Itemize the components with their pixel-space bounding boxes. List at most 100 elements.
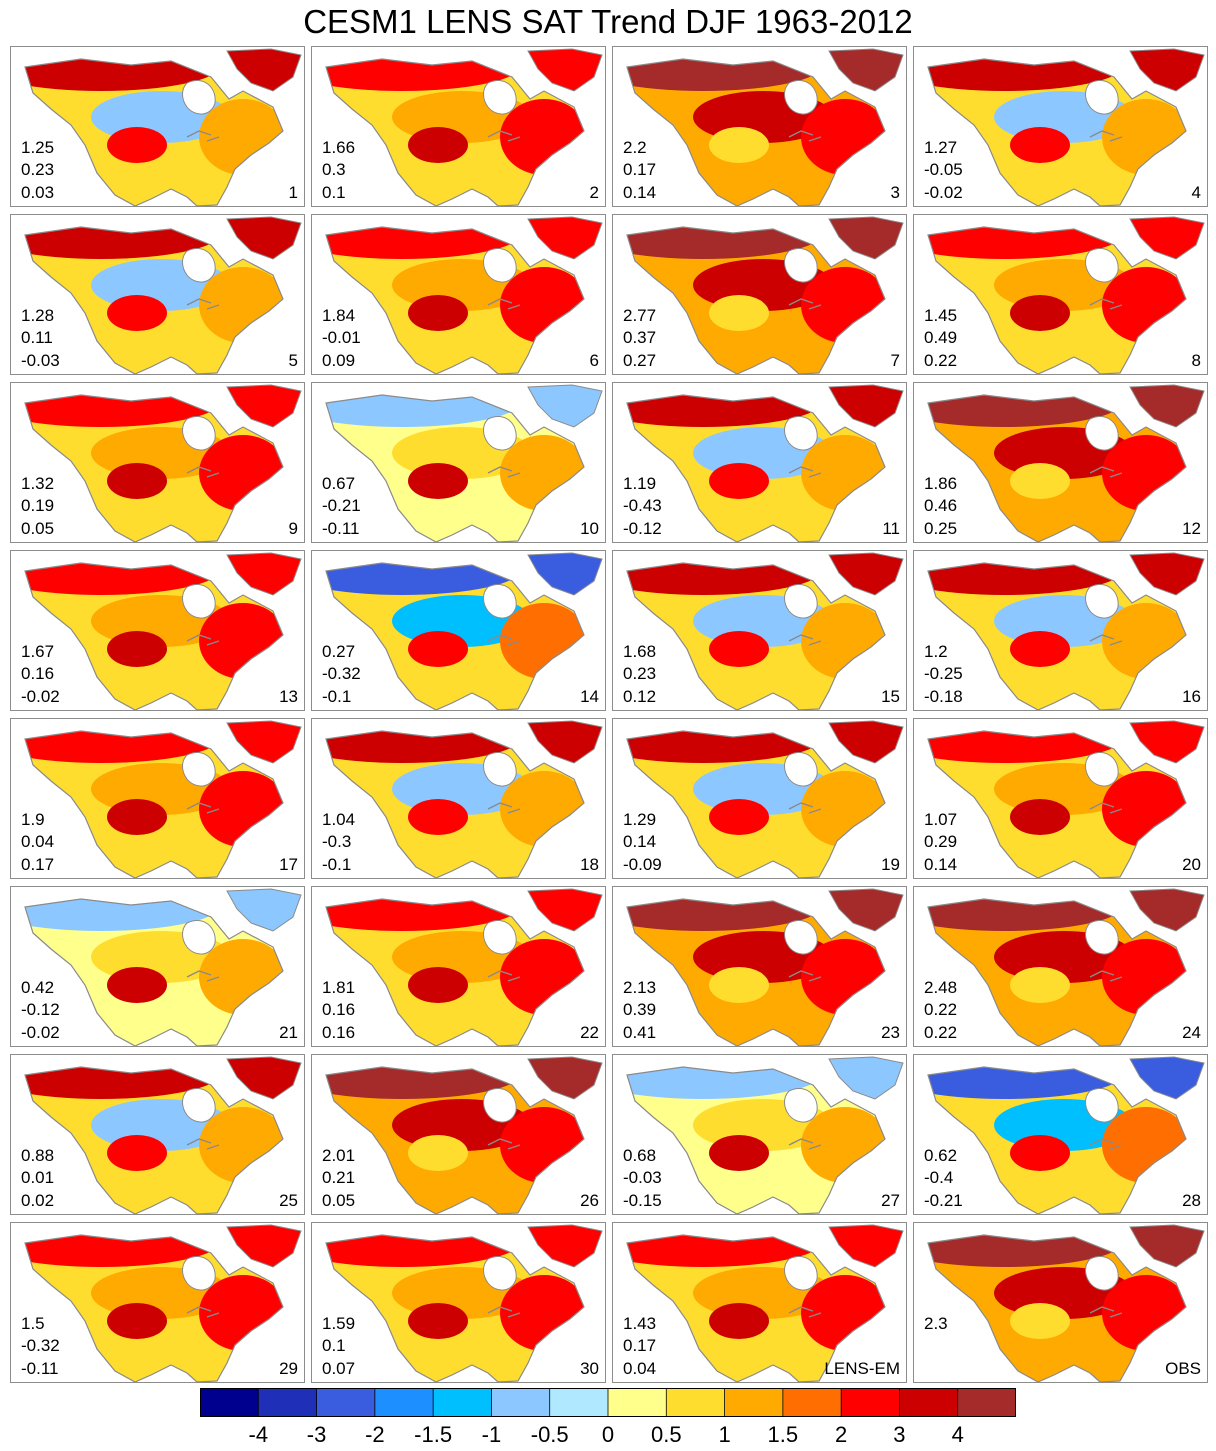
panel-label: 25 bbox=[279, 1190, 298, 1210]
colorbar bbox=[200, 1388, 1016, 1417]
trend-value: 1.81 bbox=[322, 977, 356, 997]
trend-value: 1.9 bbox=[21, 809, 45, 829]
trend-value: -0.3 bbox=[322, 832, 352, 851]
panel-label: 29 bbox=[279, 1358, 298, 1378]
trend-value: 2.48 bbox=[924, 977, 958, 997]
map-panel: 0.62 -0.4 -0.21 28 bbox=[913, 1054, 1208, 1215]
map-panel: 0.42 -0.12 -0.02 21 bbox=[10, 886, 305, 1047]
map-panel: 1.86 0.46 0.25 12 bbox=[913, 382, 1208, 543]
panel-label: 27 bbox=[881, 1190, 900, 1210]
map-panel: 0.27 -0.32 -0.1 14 bbox=[311, 550, 606, 711]
trend-value: 0.21 bbox=[322, 1168, 356, 1187]
trend-value: 0.01 bbox=[21, 1168, 55, 1187]
map-panel: 0.68 -0.03 -0.15 27 bbox=[612, 1054, 907, 1215]
trend-value: 0.23 bbox=[21, 160, 55, 179]
trend-value: -0.25 bbox=[924, 664, 963, 683]
chart-title: CESM1 LENS SAT Trend DJF 1963-2012 bbox=[303, 3, 913, 40]
trend-value: 1.84 bbox=[322, 305, 356, 325]
colorbar-swatch bbox=[841, 1388, 900, 1417]
colorbar-tick-label: 1.5 bbox=[767, 1422, 799, 1447]
trend-value: 0.11 bbox=[21, 328, 53, 347]
colorbar-swatch bbox=[724, 1388, 784, 1417]
trend-value: 1.27 bbox=[924, 137, 958, 157]
panel-label: 18 bbox=[580, 854, 599, 874]
panel-label: 21 bbox=[279, 1022, 298, 1042]
map-panel: 2.3 OBS bbox=[913, 1222, 1208, 1383]
map-panel: 1.68 0.23 0.12 15 bbox=[612, 550, 907, 711]
trend-value: 0.12 bbox=[623, 686, 657, 706]
trend-map bbox=[626, 384, 904, 542]
trend-map bbox=[626, 1056, 904, 1214]
map-panel: 1.67 0.16 -0.02 13 bbox=[10, 550, 305, 711]
trend-values: 1.43 0.17 0.04 bbox=[623, 1313, 656, 1381]
panel-label: 3 bbox=[890, 182, 900, 202]
trend-value: 1.04 bbox=[322, 809, 356, 829]
panel-label: 9 bbox=[288, 518, 298, 538]
colorbar-swatch bbox=[258, 1388, 318, 1417]
trend-value: 0.07 bbox=[322, 1358, 356, 1378]
trend-value: 0.1 bbox=[322, 1336, 346, 1355]
trend-map bbox=[325, 888, 603, 1046]
trend-map bbox=[24, 888, 302, 1046]
trend-values: 1.19 -0.43 -0.12 bbox=[623, 473, 662, 541]
trend-map bbox=[626, 1224, 904, 1382]
colorbar-tick-label: -0.5 bbox=[530, 1422, 569, 1447]
trend-value: -0.32 bbox=[322, 664, 361, 683]
colorbar-swatch bbox=[200, 1388, 259, 1417]
trend-value: -0.02 bbox=[21, 686, 60, 706]
trend-values: 0.67 -0.21 -0.11 bbox=[322, 473, 361, 541]
map-panel: 0.67 -0.21 -0.11 10 bbox=[311, 382, 606, 543]
colorbar-swatch bbox=[433, 1388, 492, 1417]
trend-map bbox=[24, 216, 302, 374]
trend-values: 1.66 0.3 0.1 bbox=[322, 137, 355, 205]
trend-values: 1.29 0.14 -0.09 bbox=[623, 809, 662, 877]
panel-label: 26 bbox=[580, 1190, 599, 1210]
trend-values: 0.68 -0.03 -0.15 bbox=[623, 1145, 662, 1213]
map-panel: 2.13 0.39 0.41 23 bbox=[612, 886, 907, 1047]
trend-values: 2.01 0.21 0.05 bbox=[322, 1145, 355, 1213]
panel-label: 11 bbox=[882, 518, 900, 538]
trend-value: 0.03 bbox=[21, 182, 55, 202]
trend-map bbox=[927, 216, 1205, 374]
trend-map bbox=[325, 48, 603, 206]
panel-label: OBS bbox=[1165, 1358, 1201, 1378]
trend-value: 2.2 bbox=[623, 137, 647, 157]
map-panel: 1.19 -0.43 -0.12 11 bbox=[612, 382, 907, 543]
trend-value: -0.03 bbox=[623, 1168, 662, 1187]
trend-map bbox=[325, 384, 603, 542]
trend-value: -0.09 bbox=[623, 854, 662, 874]
trend-value: 0.22 bbox=[924, 350, 958, 370]
colorbar-tick-label: 2 bbox=[835, 1422, 848, 1447]
trend-map bbox=[325, 552, 603, 710]
trend-value: 0.68 bbox=[623, 1145, 657, 1165]
trend-map bbox=[24, 720, 302, 878]
trend-value: 0.17 bbox=[623, 160, 657, 179]
trend-value: 0.16 bbox=[21, 664, 55, 683]
trend-map bbox=[626, 720, 904, 878]
trend-value: -0.1 bbox=[322, 854, 352, 874]
trend-value: 1.29 bbox=[623, 809, 657, 829]
trend-value: 1.5 bbox=[21, 1313, 45, 1333]
trend-values: 1.2 -0.25 -0.18 bbox=[924, 641, 963, 709]
panel-label: 23 bbox=[881, 1022, 900, 1042]
panel-label: 10 bbox=[580, 518, 599, 538]
panel-label: 28 bbox=[1182, 1190, 1201, 1210]
trend-values: 1.81 0.16 0.16 bbox=[322, 977, 355, 1045]
trend-value: -0.18 bbox=[924, 686, 963, 706]
panel-label: 19 bbox=[881, 854, 900, 874]
trend-values: 0.88 0.01 0.02 bbox=[21, 1145, 54, 1213]
trend-value: 0.3 bbox=[322, 160, 346, 179]
trend-values: 1.28 0.11 -0.03 bbox=[21, 305, 60, 373]
trend-values: 1.67 0.16 -0.02 bbox=[21, 641, 60, 709]
trend-map bbox=[927, 888, 1205, 1046]
trend-map bbox=[24, 1056, 302, 1214]
panel-label: 24 bbox=[1182, 1022, 1201, 1042]
panel-label: 15 bbox=[881, 686, 900, 706]
trend-map bbox=[927, 48, 1205, 206]
colorbar-swatch bbox=[899, 1388, 959, 1417]
trend-map bbox=[927, 1056, 1205, 1214]
colorbar-swatch bbox=[608, 1388, 667, 1417]
trend-value: 0.19 bbox=[21, 496, 55, 515]
trend-value: 1.19 bbox=[623, 473, 657, 493]
map-panel: 2.01 0.21 0.05 26 bbox=[311, 1054, 606, 1215]
